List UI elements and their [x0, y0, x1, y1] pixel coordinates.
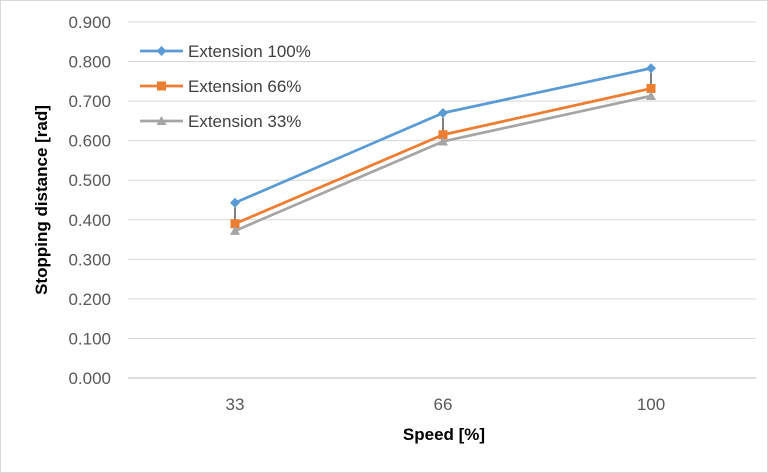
y-tick-label: 0.800 [68, 53, 111, 72]
y-tick-label: 0.100 [68, 329, 111, 348]
x-tick-label: 33 [226, 395, 245, 414]
y-tick-label: 0.400 [68, 211, 111, 230]
y-axis-title: Stopping distance [rad] [32, 105, 51, 295]
data-point [646, 83, 656, 93]
y-tick-label: 0.500 [68, 171, 111, 190]
data-point [438, 136, 448, 146]
legend-label: Extension 33% [188, 112, 301, 131]
x-tick-label: 100 [637, 395, 665, 414]
y-tick-label: 0.600 [68, 132, 111, 151]
y-tick-label: 0.300 [68, 250, 111, 269]
legend-label: Extension 100% [188, 42, 311, 61]
gridlines [128, 21, 756, 379]
x-tick-label: 66 [434, 395, 453, 414]
data-point [646, 63, 656, 74]
legend: Extension 100% Extension 66% Extension 33% [140, 42, 311, 131]
y-axis-ticks: 0.000 0.100 0.200 0.300 0.400 0.500 0.600 0.700… [68, 13, 111, 388]
y-tick-label: 0.200 [68, 290, 111, 309]
data-point [438, 107, 448, 118]
legend-marker [157, 81, 166, 91]
data-point [646, 90, 656, 100]
x-axis-ticks: 33 66 100 [226, 395, 666, 414]
y-tick-label: 0.700 [68, 92, 111, 111]
data-point [438, 130, 448, 140]
series-markers [230, 63, 656, 235]
data-point [230, 225, 240, 235]
y-tick-label: 0.000 [68, 369, 111, 388]
legend-marker [156, 46, 167, 56]
x-axis-title: Speed [%] [403, 425, 485, 444]
data-point [230, 197, 240, 208]
y-tick-label: 0.900 [68, 13, 111, 32]
data-point [230, 219, 240, 229]
legend-label: Extension 66% [188, 77, 301, 96]
legend-marker [156, 116, 167, 125]
